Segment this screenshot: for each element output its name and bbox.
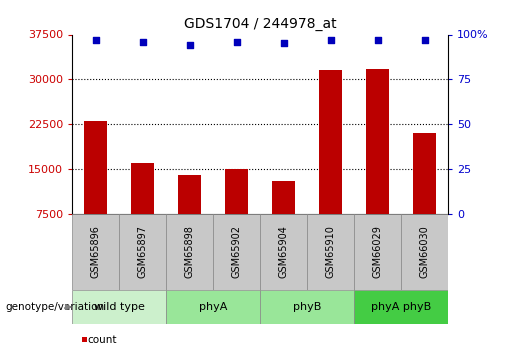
Point [373,37,382,43]
Bar [366,69,389,214]
Bar [307,214,354,290]
Bar [166,290,260,324]
Point [185,42,194,48]
Text: GSM65897: GSM65897 [138,225,148,278]
Text: count: count [88,335,117,345]
Point [139,39,147,45]
Bar [354,290,448,324]
Bar [225,169,248,214]
Text: genotype/variation: genotype/variation [5,302,104,312]
Bar [72,214,119,290]
Bar [260,290,354,324]
Bar [166,214,213,290]
Bar [72,290,166,324]
Point [327,37,335,43]
Text: phyB: phyB [293,302,321,312]
Title: GDS1704 / 244978_at: GDS1704 / 244978_at [184,17,336,31]
Point [232,39,241,45]
Text: phyA: phyA [199,302,227,312]
Bar [119,214,166,290]
Text: GSM66030: GSM66030 [420,226,430,278]
Point [280,41,288,46]
Point [92,37,100,43]
Bar [178,175,201,214]
Text: GSM65896: GSM65896 [91,225,100,278]
Text: GSM65902: GSM65902 [232,225,242,278]
Text: GSM65904: GSM65904 [279,225,288,278]
Bar [84,121,107,214]
Bar [260,214,307,290]
Bar [354,214,401,290]
Text: GSM65910: GSM65910 [325,225,336,278]
Bar [82,337,87,342]
Text: GSM66029: GSM66029 [372,225,383,278]
Text: wild type: wild type [94,302,145,312]
Text: phyA phyB: phyA phyB [371,302,431,312]
Bar [413,133,436,214]
Bar [401,214,448,290]
Bar [213,214,260,290]
Text: GSM65898: GSM65898 [184,225,195,278]
Bar [272,181,295,214]
Bar [131,163,154,214]
Point [420,37,428,43]
Bar [319,70,342,214]
